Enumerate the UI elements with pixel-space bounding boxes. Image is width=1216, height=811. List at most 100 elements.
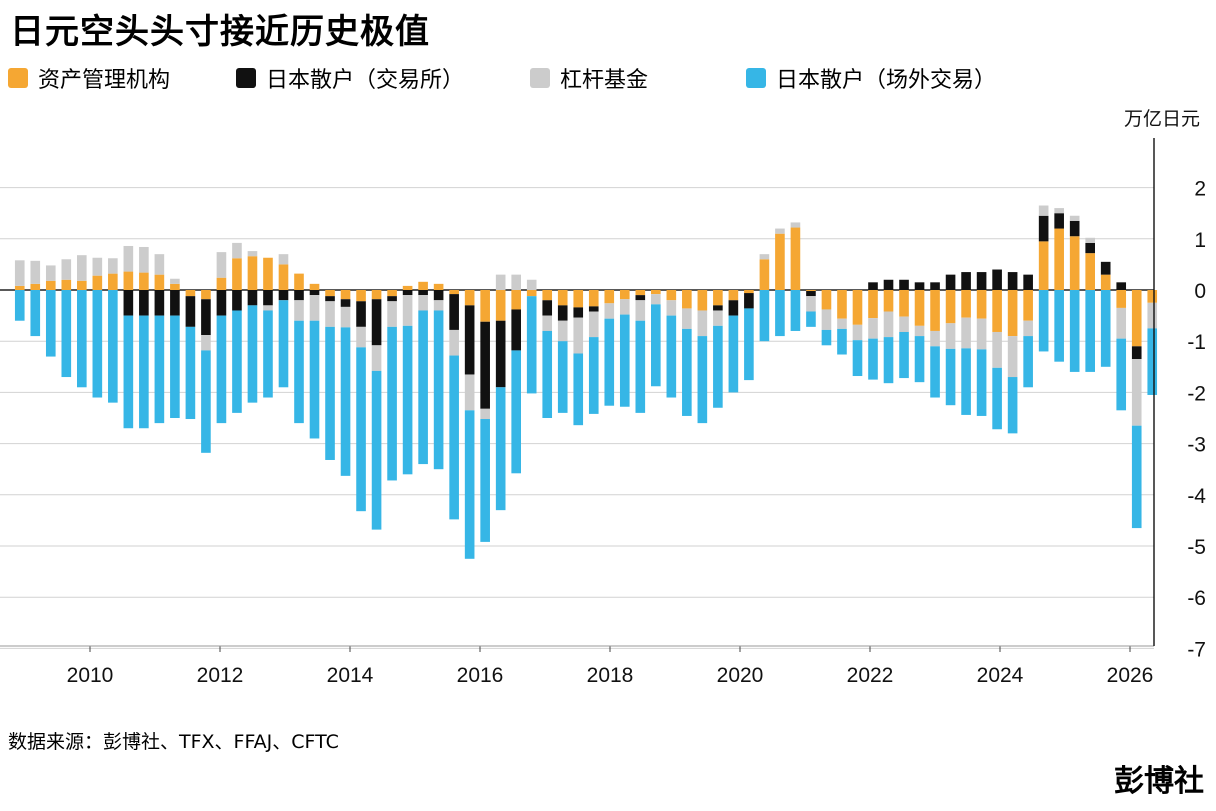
bar-retail-otc <box>759 290 770 342</box>
bar-asset-managers <box>309 283 320 290</box>
bar-retail-otc <box>728 315 739 393</box>
bar-retail-otc <box>1085 290 1095 372</box>
bar-retail-exchange <box>387 296 397 302</box>
bar-retail-otc <box>542 330 553 418</box>
bar-retail-exchange <box>713 305 723 311</box>
bar-leveraged-funds <box>108 258 118 274</box>
bar-asset-managers <box>821 290 832 310</box>
bar-leveraged-funds <box>418 295 428 311</box>
bar-leveraged-funds <box>1054 208 1064 214</box>
bar-leveraged-funds <box>713 310 723 326</box>
bar-leveraged-funds <box>619 299 630 315</box>
bar-leveraged-funds <box>588 311 599 338</box>
bar-retail-exchange <box>961 272 971 290</box>
x-tick-label: 2012 <box>197 664 244 687</box>
bar-asset-managers <box>340 290 351 300</box>
bar-retail-otc <box>77 290 87 388</box>
bar-retail-otc <box>852 340 863 377</box>
bar-retail-otc <box>325 326 335 460</box>
bar-asset-managers <box>914 290 925 326</box>
bar-retail-otc <box>449 355 459 520</box>
bar-retail-otc <box>744 308 754 381</box>
bar-retail-otc <box>914 336 925 383</box>
legend-label: 杠杆基金 <box>560 68 649 93</box>
bar-leveraged-funds <box>651 294 661 305</box>
legend-label: 日本散户（场外交易） <box>776 68 997 93</box>
bar-asset-managers <box>945 290 956 324</box>
bar-asset-managers <box>961 290 971 318</box>
publisher-logo: 彭博社 <box>1114 764 1204 799</box>
bar-retail-otc <box>945 348 956 406</box>
bar-retail-otc <box>309 320 320 439</box>
bar-retail-exchange <box>449 294 459 330</box>
bar-asset-managers <box>108 273 118 290</box>
bar-retail-otc <box>495 387 506 511</box>
bar-retail-otc <box>604 318 615 406</box>
bar-retail-exchange <box>1023 274 1033 290</box>
bar-leveraged-funds <box>837 318 847 329</box>
bar-asset-managers <box>1147 290 1158 303</box>
bar-leveraged-funds <box>1069 215 1080 221</box>
bar-retail-otc <box>356 347 366 512</box>
bar-retail-exchange <box>883 279 894 290</box>
bar-retail-otc <box>557 341 568 413</box>
bar-retail-otc <box>821 329 832 346</box>
bar-retail-otc <box>790 290 801 331</box>
legend-item-retail-exchange: 日本散户（交易所） <box>236 62 464 94</box>
chart-plot: 2 1 0 -1 -2 -3 -4 -5 -6 -7 万亿日元 2010 2012 2014 2016 201… <box>0 108 1206 687</box>
bar-retail-otc <box>216 315 227 424</box>
bar-retail-exchange <box>557 305 568 321</box>
legend-label: 资产管理机构 <box>38 68 171 93</box>
bar-leveraged-funds <box>340 306 351 328</box>
bar-asset-managers <box>728 290 739 301</box>
bar-retail-otc <box>1069 290 1080 372</box>
bar-asset-managers <box>294 273 304 290</box>
bar-retail-otc <box>526 296 537 394</box>
bar-asset-managers <box>45 280 56 290</box>
bar-asset-managers <box>247 256 258 290</box>
bar-retail-otc <box>185 326 196 420</box>
bar-retail-exchange <box>371 299 382 346</box>
bar-asset-managers <box>418 281 428 290</box>
bar-asset-managers <box>278 264 289 290</box>
x-tick-label: 2020 <box>717 664 764 687</box>
bar-retail-exchange <box>992 269 1002 290</box>
bar-leveraged-funds <box>868 318 878 339</box>
bar-asset-managers <box>790 227 801 290</box>
bar-retail-otc <box>294 320 304 424</box>
bar-leveraged-funds <box>697 310 708 337</box>
bar-asset-managers <box>666 290 677 301</box>
bar-leveraged-funds <box>992 331 1002 368</box>
bar-retail-otc <box>139 315 149 429</box>
bar-leveraged-funds <box>526 279 537 290</box>
bar-asset-managers <box>930 290 940 331</box>
bar-asset-managers <box>387 290 397 297</box>
bar-asset-managers <box>697 290 708 311</box>
bar-leveraged-funds <box>790 222 801 228</box>
bar-retail-exchange <box>418 290 428 296</box>
bar-leveraged-funds <box>77 255 87 281</box>
bar-asset-managers <box>604 290 615 304</box>
bar-retail-otc <box>1147 328 1158 395</box>
bar-leveraged-funds <box>1038 205 1049 216</box>
bar-leveraged-funds <box>30 260 41 284</box>
bar-leveraged-funds <box>666 300 677 316</box>
bar-retail-exchange <box>1100 261 1111 275</box>
bar-retail-exchange <box>1038 215 1049 242</box>
bar-leveraged-funds <box>309 295 320 321</box>
bar-asset-managers <box>976 290 987 319</box>
bar-asset-managers <box>123 271 134 290</box>
bar-asset-managers <box>635 290 646 296</box>
bar-leveraged-funds <box>682 308 692 329</box>
bar-leveraged-funds <box>1131 359 1142 426</box>
bar-asset-managers <box>868 290 878 319</box>
bar-retail-exchange <box>263 290 273 306</box>
bar-leveraged-funds <box>170 278 180 284</box>
bar-retail-exchange <box>154 290 165 316</box>
bar-asset-managers <box>1007 290 1018 337</box>
bar-asset-managers <box>232 258 242 290</box>
bar-retail-otc <box>61 290 72 378</box>
bar-asset-managers <box>883 290 894 312</box>
bar-retail-otc <box>263 310 273 398</box>
x-tick-label: 2022 <box>847 664 894 687</box>
